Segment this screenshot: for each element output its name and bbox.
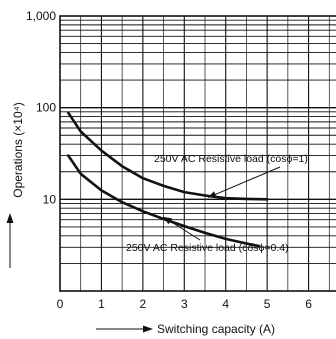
- series-line-2: [67, 154, 261, 248]
- y-axis-arrowhead: [6, 213, 14, 223]
- annotation-leader-series-1-line: [207, 166, 281, 198]
- series-layer: [67, 111, 269, 248]
- y-axis-title-group: Operations (×10⁴): [6, 102, 25, 268]
- y-axis-title: Operations (×10⁴): [11, 102, 25, 198]
- annotation-label-series-2: 250V AC Resistive load (cosϕ=0.4): [126, 242, 289, 254]
- annotation-leader-series-2-arrowhead: [163, 217, 173, 225]
- x-axis-title-group: Switching capacity (A): [96, 322, 275, 336]
- grid-layer: [60, 16, 336, 291]
- x-tick-label: 6: [305, 297, 312, 311]
- x-tick-label: 5: [264, 297, 271, 311]
- x-axis-title: Switching capacity (A): [157, 322, 275, 336]
- annotation-leader-series-1-arrowhead: [208, 191, 217, 198]
- y-tick-label: 100: [36, 101, 56, 115]
- annotation-layer: 250V AC Resistive load (cosϕ=1) 250V AC …: [126, 153, 308, 254]
- series-line-1: [67, 111, 269, 201]
- x-tick-label: 3: [181, 297, 188, 311]
- x-tick-label: 4: [222, 297, 229, 311]
- x-tick-label: 2: [140, 297, 147, 311]
- annotation-label-series-1: 250V AC Resistive load (cosϕ=1): [154, 153, 308, 165]
- tick-layer: 0 1 2 3 4 5 6 10 100 1,000: [26, 9, 312, 311]
- y-tick-label: 10: [43, 192, 57, 206]
- plot-frame: [59, 15, 336, 292]
- x-tick-label: 0: [57, 297, 64, 311]
- y-tick-label: 1,000: [26, 9, 56, 23]
- x-tick-label: 1: [98, 297, 105, 311]
- x-axis-arrowhead: [143, 325, 153, 333]
